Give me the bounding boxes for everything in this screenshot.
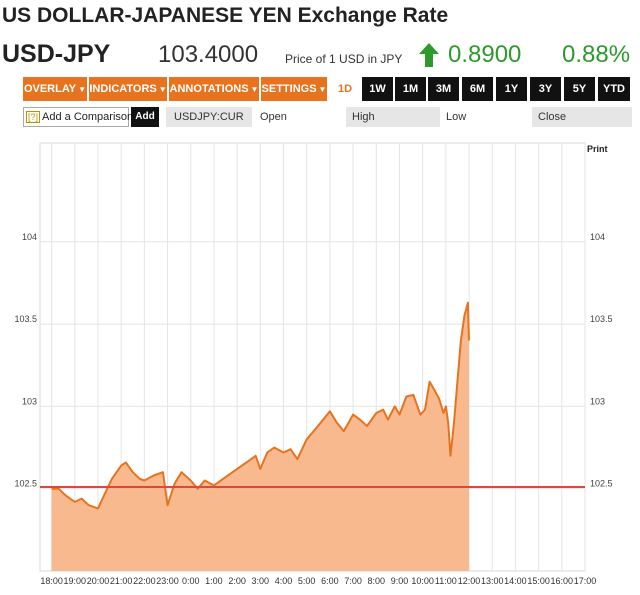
x-tick-label: 0:00 (182, 576, 200, 586)
x-tick-label: 21:00 (110, 576, 133, 586)
x-tick-label: 4:00 (275, 576, 293, 586)
annotations-menu-button[interactable]: ANNOTATIONS ▼ (169, 77, 259, 101)
quote-summary: USD-JPY 103.4000 Price of 1 USD in JPY 0… (0, 38, 640, 72)
settings-menu-button[interactable]: SETTINGS ▼ (261, 77, 327, 101)
x-tick-label: 10:00 (411, 576, 434, 586)
y-tick-label-left: 103 (22, 396, 37, 406)
x-tick-label: 9:00 (391, 576, 409, 586)
caret-down-icon: ▼ (318, 85, 327, 94)
x-tick-label: 18:00 (40, 576, 63, 586)
ticker-symbol: USD-JPY (2, 40, 111, 68)
price-change: 0.8900 (448, 41, 522, 68)
x-tick-label: 2:00 (228, 576, 246, 586)
x-tick-label: 15:00 (527, 576, 550, 586)
x-tick-label: 14:00 (504, 576, 527, 586)
range-6m-button[interactable]: 6M (462, 77, 493, 101)
y-tick-label-right: 102.5 (590, 479, 613, 489)
range-1w-button[interactable]: 1W (362, 77, 393, 101)
x-tick-label: 1:00 (205, 576, 223, 586)
x-tick-label: 6:00 (321, 576, 339, 586)
overlay-menu-button[interactable]: OVERLAY ▼ (23, 77, 87, 101)
price-area (51, 302, 470, 571)
arrow-up-icon (419, 43, 439, 67)
high-label: High (346, 107, 440, 127)
x-tick-label: 17:00 (574, 576, 597, 586)
symbol-cell: USDJPY:CUR (166, 107, 252, 127)
range-3y-button[interactable]: 3Y (530, 77, 561, 101)
price-chart-svg: 102.5 102.5 103 103 103.5 103.5 104 104 18:00 19:… (14, 142, 613, 586)
print-link[interactable]: Print (587, 144, 608, 154)
x-tick-label: 16:00 (551, 576, 574, 586)
x-tick-label: 11:00 (435, 576, 457, 586)
y-tick-label-left: 103.5 (14, 314, 37, 324)
caret-down-icon: ▼ (250, 85, 259, 94)
range-ytd-button[interactable]: YTD (598, 77, 630, 101)
annotations-menu-label: ANNOTATIONS (169, 83, 249, 95)
price-chart: 102.5 102.5 103 103 103.5 103.5 104 104 18:00 19:… (0, 131, 640, 595)
settings-menu-label: SETTINGS (261, 83, 317, 95)
y-tick-label-right: 104 (590, 232, 605, 242)
comparison-bar: [?] Add a Comparison Add USDJPY:CUR Open … (0, 106, 640, 128)
x-tick-label: 8:00 (368, 576, 386, 586)
range-1y-button[interactable]: 1Y (496, 77, 527, 101)
y-tick-label-right: 103 (590, 396, 605, 406)
price-line (51, 301, 470, 510)
open-label: Open (254, 107, 344, 127)
indicators-menu-label: INDICATORS (89, 83, 157, 95)
last-price: 103.4000 (158, 41, 259, 68)
y-tick-label-left: 104 (22, 232, 37, 242)
range-3m-button[interactable]: 3M (428, 77, 459, 101)
add-comparison-button[interactable]: Add (131, 107, 159, 127)
y-tick-label-right: 103.5 (590, 314, 613, 324)
y-tick-label-left: 102.5 (14, 479, 37, 489)
range-5y-button[interactable]: 5Y (564, 77, 595, 101)
page-title: US DOLLAR-JAPANESE YEN Exchange Rate (2, 4, 449, 27)
chart-toolbar: OVERLAY ▼ INDICATORS ▼ ANNOTATIONS ▼ SETTIN… (0, 77, 640, 101)
overlay-menu-label: OVERLAY (23, 83, 77, 95)
x-tick-label: 12:00 (458, 576, 481, 586)
comparison-placeholder: Add a Comparison (42, 111, 134, 123)
x-tick-label: 22:00 (133, 576, 156, 586)
comparison-input[interactable]: [?] Add a Comparison (23, 107, 133, 127)
x-tick-label: 7:00 (344, 576, 362, 586)
x-tick-label: 13:00 (481, 576, 504, 586)
low-label: Low (440, 107, 530, 127)
indicators-menu-button[interactable]: INDICATORS ▼ (89, 77, 167, 101)
range-1m-button[interactable]: 1M (395, 77, 426, 101)
x-tick-label: 19:00 (64, 576, 87, 586)
range-1d-button[interactable]: 1D (337, 83, 353, 95)
caret-down-icon: ▼ (158, 85, 167, 94)
close-label: Close (532, 107, 632, 127)
help-icon[interactable]: [?] (26, 111, 41, 123)
price-note: Price of 1 USD in JPY (285, 52, 403, 66)
x-tick-label: 23:00 (156, 576, 179, 586)
caret-down-icon: ▼ (78, 85, 87, 94)
x-tick-label: 5:00 (298, 576, 316, 586)
price-change-percent: 0.88% (562, 41, 631, 68)
x-tick-label: 20:00 (87, 576, 110, 586)
x-tick-label: 3:00 (252, 576, 270, 586)
